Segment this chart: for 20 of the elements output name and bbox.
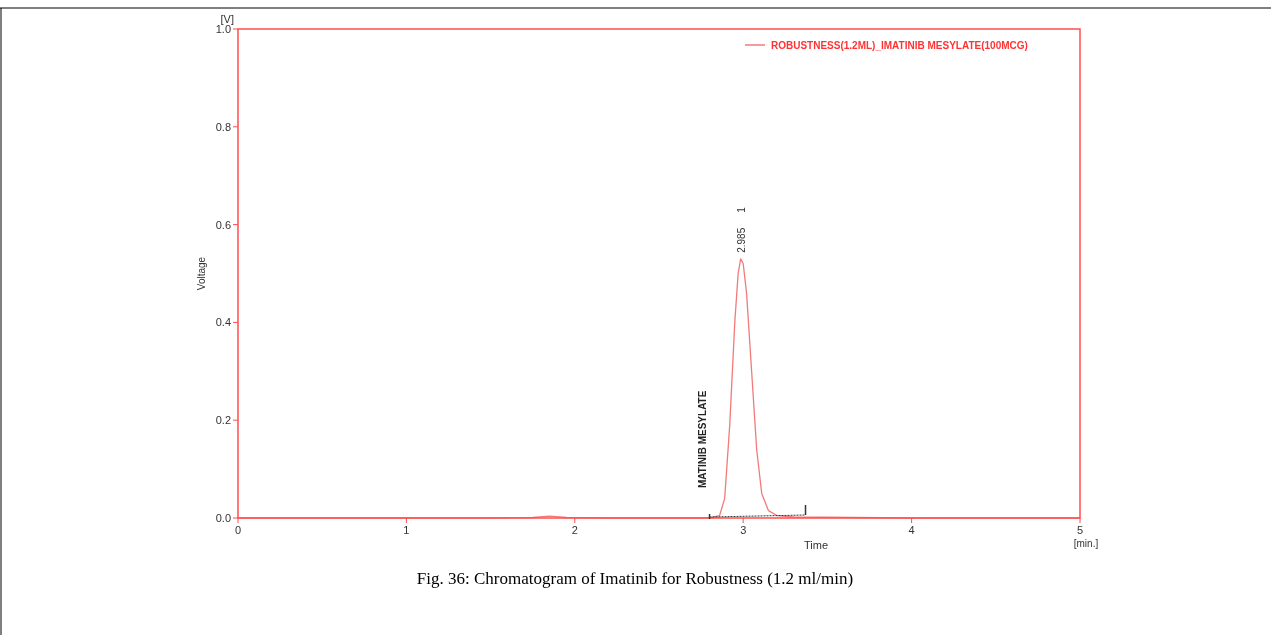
y-axis-title: Voltage xyxy=(196,256,207,291)
caption: Fig. 36: Chromatogram of Imatinib for Robustness (1.2 ml/min) xyxy=(416,569,854,588)
x-axis-title: Time xyxy=(803,539,829,551)
y-tick-label: 0.2 xyxy=(215,414,231,427)
text: [V] xyxy=(220,13,234,25)
y-tick-label: 0.8 xyxy=(215,120,231,133)
x-tick-label: 4 xyxy=(908,524,915,536)
x-tick-label: 0 xyxy=(234,524,242,536)
text: [min.] xyxy=(1073,538,1099,549)
y-tick-label: 0.4 xyxy=(215,316,231,329)
annotation: 1 xyxy=(735,206,747,213)
y-tick-label: 0.0 xyxy=(215,512,231,524)
legend-label: ROBUSTNESS(1.2ML)_IMATINIB MESYLATE(100MCG) xyxy=(771,40,1028,51)
x-tick-label: 2 xyxy=(571,524,578,536)
x-tick-label: 3 xyxy=(740,524,747,536)
x-tick-label: 5 xyxy=(1076,524,1084,536)
annotation: 2.985 xyxy=(735,227,747,253)
annotation: MATINIB MESYLATE xyxy=(696,390,708,488)
x-tick-label: 1 xyxy=(403,524,410,536)
y-tick-label: 0.6 xyxy=(215,218,231,231)
